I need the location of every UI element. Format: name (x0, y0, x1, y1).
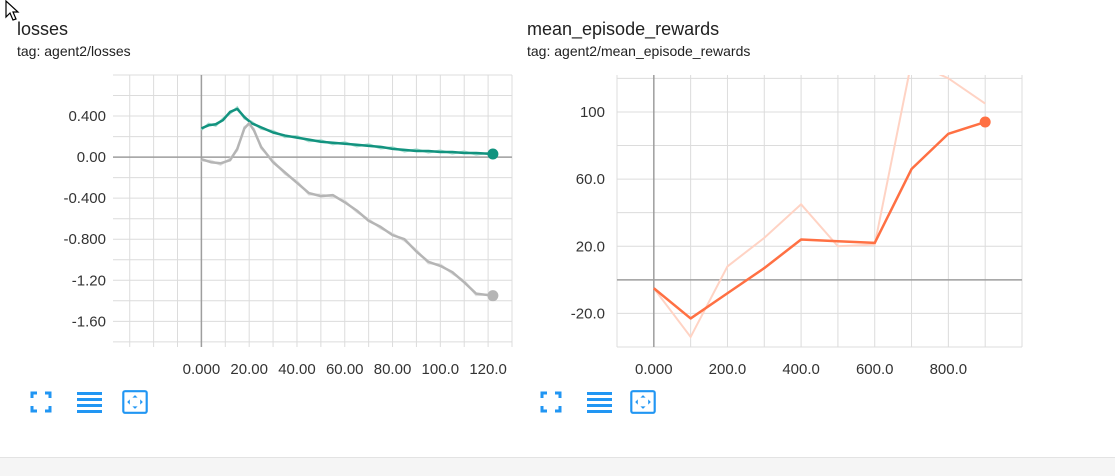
chart-tag: tag: agent2/losses (17, 43, 131, 59)
series-last-point (487, 148, 499, 160)
x-tick-label: 120.0 (469, 361, 507, 378)
fullscreen-icon[interactable] (538, 389, 564, 415)
y-tick-label: -20.0 (571, 305, 605, 322)
x-tick-label: 600.0 (856, 361, 894, 378)
chart-tag: tag: agent2/mean_episode_rewards (527, 43, 751, 59)
mouse-cursor-icon (5, 0, 20, 21)
chart-title: losses (17, 19, 69, 39)
y-tick-label: 0.00 (77, 149, 106, 166)
toggle-log-scale-icon[interactable] (586, 389, 612, 415)
x-tick-label: 0.000 (183, 361, 221, 378)
fit-domain-icon[interactable] (630, 389, 656, 415)
series-line (653, 120, 986, 320)
fit-domain-icon[interactable] (122, 389, 148, 415)
series-group (653, 75, 986, 339)
x-tick-label: 400.0 (782, 361, 820, 378)
y-tick-label: 20.0 (576, 238, 605, 255)
y-tick-label: -1.60 (72, 313, 106, 330)
x-tick-label: 20.00 (230, 361, 268, 378)
series-last-point (487, 290, 499, 302)
series-line (200, 107, 493, 156)
y-tick-label: -1.20 (72, 272, 106, 289)
series-last-point (979, 116, 991, 128)
chart-card-losses: losses tag: agent2/losses (0, 0, 525, 425)
x-tick-label: 60.00 (326, 361, 364, 378)
chart-card-mean-episode-rewards: mean_episode_rewards tag: agent2/mean_ep… (515, 0, 1040, 425)
series-group (200, 105, 494, 297)
toggle-log-scale-icon[interactable] (76, 389, 102, 415)
x-tick-label: 40.00 (278, 361, 316, 378)
x-tick-label: 0.000 (635, 361, 673, 378)
y-tick-label: 0.400 (68, 108, 106, 125)
chart-title: mean_episode_rewards (527, 19, 720, 39)
y-tick-label: -0.800 (63, 231, 106, 248)
x-tick-label: 200.0 (709, 361, 747, 378)
y-tick-label: -0.400 (63, 190, 106, 207)
x-tick-label: 80.00 (374, 361, 412, 378)
page-footer-bar (0, 457, 1115, 476)
fullscreen-icon[interactable] (28, 389, 54, 415)
series-raw-line (653, 75, 986, 339)
series-line (201, 121, 494, 297)
x-tick-label: 100.0 (422, 361, 460, 378)
y-tick-label: 60.0 (576, 171, 605, 188)
y-tick-label: 100 (580, 104, 605, 121)
x-tick-label: 800.0 (930, 361, 968, 378)
